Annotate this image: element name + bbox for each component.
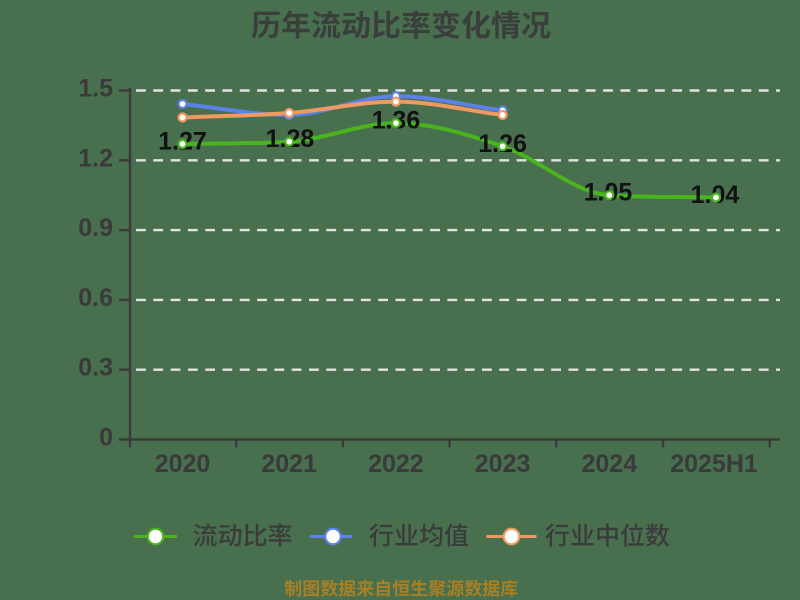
svg-text:1.5: 1.5	[78, 75, 113, 103]
svg-text:2021: 2021	[261, 450, 317, 478]
svg-text:0: 0	[99, 424, 113, 452]
svg-text:2022: 2022	[368, 450, 424, 478]
svg-text:0.6: 0.6	[78, 284, 113, 312]
svg-text:0.3: 0.3	[78, 354, 113, 382]
svg-text:2020: 2020	[155, 450, 211, 478]
svg-text:2023: 2023	[475, 450, 531, 478]
svg-text:2025H1: 2025H1	[670, 450, 758, 478]
svg-text:2024: 2024	[581, 450, 637, 478]
svg-text:0.9: 0.9	[78, 214, 113, 242]
svg-text:1.2: 1.2	[78, 144, 113, 172]
